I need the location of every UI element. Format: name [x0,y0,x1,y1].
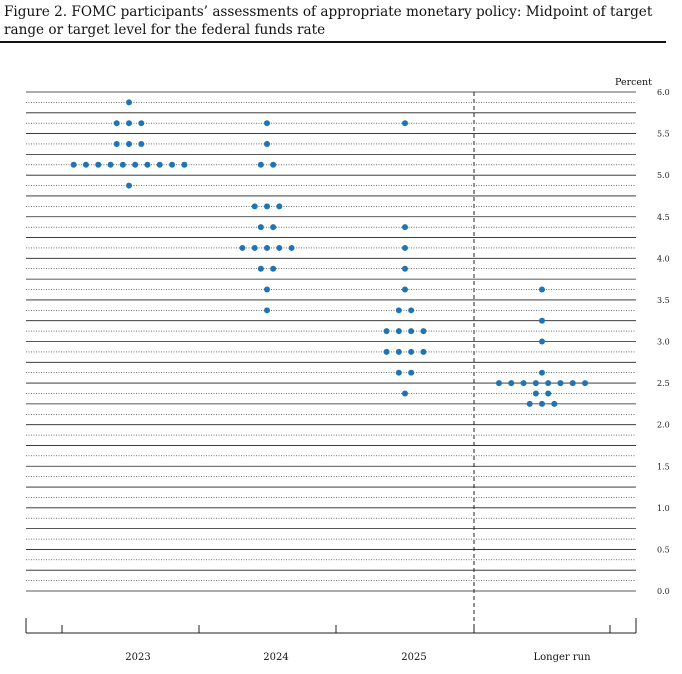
y-tick-labels: 6.0 5.5 5.0 4.5 4.0 3.5 3.0 2.5 2.0 1.5 1.0 0.5 0.0 [657,88,670,596]
dot-2025 [402,244,408,251]
dot-2025 [395,328,402,335]
dot-2024 [264,307,270,314]
dot-2023 [156,161,163,168]
x-axis [25,618,637,634]
dot-2024 [270,265,277,272]
dot-2023 [126,182,132,189]
y-tick-label: 0.5 [657,545,670,554]
dot-2024 [251,244,258,251]
y-tick-label: 1.5 [657,462,670,471]
dot-2025 [420,328,427,335]
dot-2023 [119,161,126,168]
x-category-labels: 2023 2024 2025 Longer run [125,652,591,663]
dot-2024 [270,224,277,231]
dot-2025 [408,369,415,376]
dot-2023 [138,120,145,127]
dot-2024 [270,161,277,168]
dot-2024 [264,286,270,293]
dot-longer-run [539,286,545,293]
dot-2024 [264,244,270,251]
dot-2025 [402,390,408,397]
dot-2023 [169,161,176,168]
dot-2024 [251,203,258,210]
x-category-label: 2025 [401,652,426,663]
dot-2023 [132,161,139,168]
dot-longer-run [520,380,527,387]
gridlines [26,91,636,592]
dot-2025 [408,328,415,335]
y-tick-label: 1.0 [657,504,670,513]
dot-2024 [264,203,270,210]
dot-2023 [126,120,132,127]
dot-longer-run [557,380,564,387]
dot-2025 [402,286,408,293]
dot-longer-run [545,380,552,387]
dot-2024 [264,140,270,147]
dot-2024 [276,203,283,210]
dot-longer-run [582,380,589,387]
dot-2023 [113,140,120,147]
figure-caption: Figure 2. FOMC participants’ assessments… [4,4,653,38]
dot-2025 [383,328,390,335]
x-category-label: 2024 [263,652,288,663]
dot-longer-run [526,400,533,407]
dot-longer-run [539,400,545,407]
dot-2025 [402,224,408,231]
dot-2024 [239,244,246,251]
y-tick-label: 4.0 [657,254,670,263]
y-tick-label: 3.0 [657,338,670,347]
dot-2023 [138,140,145,147]
dot-2024 [257,224,264,231]
y-tick-label: 3.5 [657,296,670,305]
dot-2025 [408,307,415,314]
dot-longer-run [539,338,545,345]
dot-2024 [288,244,295,251]
caption-rule [0,41,666,43]
dot-2025 [395,348,402,355]
dot-2025 [395,369,402,376]
dot-2023 [113,120,120,127]
dot-longer-run [508,380,515,387]
dot-2023 [144,161,151,168]
y-tick-label: 2.0 [657,421,670,430]
y-axis-unit-label: Percent [615,77,652,88]
dot-2025 [402,120,408,127]
dot-longer-run [545,390,552,397]
y-tick-label: 2.5 [657,379,670,388]
dot-longer-run [539,369,545,376]
dot-2024 [276,244,283,251]
y-tick-label: 6.0 [657,88,670,97]
x-category-label: 2023 [125,652,150,663]
dot-longer-run [532,380,539,387]
dot-longer-run [539,317,545,324]
dot-2023 [126,99,132,106]
dot-2025 [402,265,408,272]
dot-2025 [420,348,427,355]
y-tick-label: 4.5 [657,213,670,222]
dot-2025 [383,348,390,355]
y-tick-label: 0.0 [657,587,670,596]
dot-2024 [257,161,264,168]
y-tick-label: 5.0 [657,171,670,180]
dot-2023 [107,161,114,168]
dot-2023 [181,161,188,168]
dot-longer-run [495,380,502,387]
dot-2024 [264,120,270,127]
dot-2025 [408,348,415,355]
dot-2023 [82,161,89,168]
dot-2025 [395,307,402,314]
x-category-label: Longer run [533,652,591,663]
dot-2023 [95,161,102,168]
dot-2023 [70,161,77,168]
y-tick-label: 5.5 [657,130,670,139]
dot-longer-run [551,400,558,407]
dot-2023 [126,140,132,147]
dot-longer-run [532,390,539,397]
dot-series [70,99,589,407]
dot-longer-run [569,380,576,387]
dot-2024 [257,265,264,272]
